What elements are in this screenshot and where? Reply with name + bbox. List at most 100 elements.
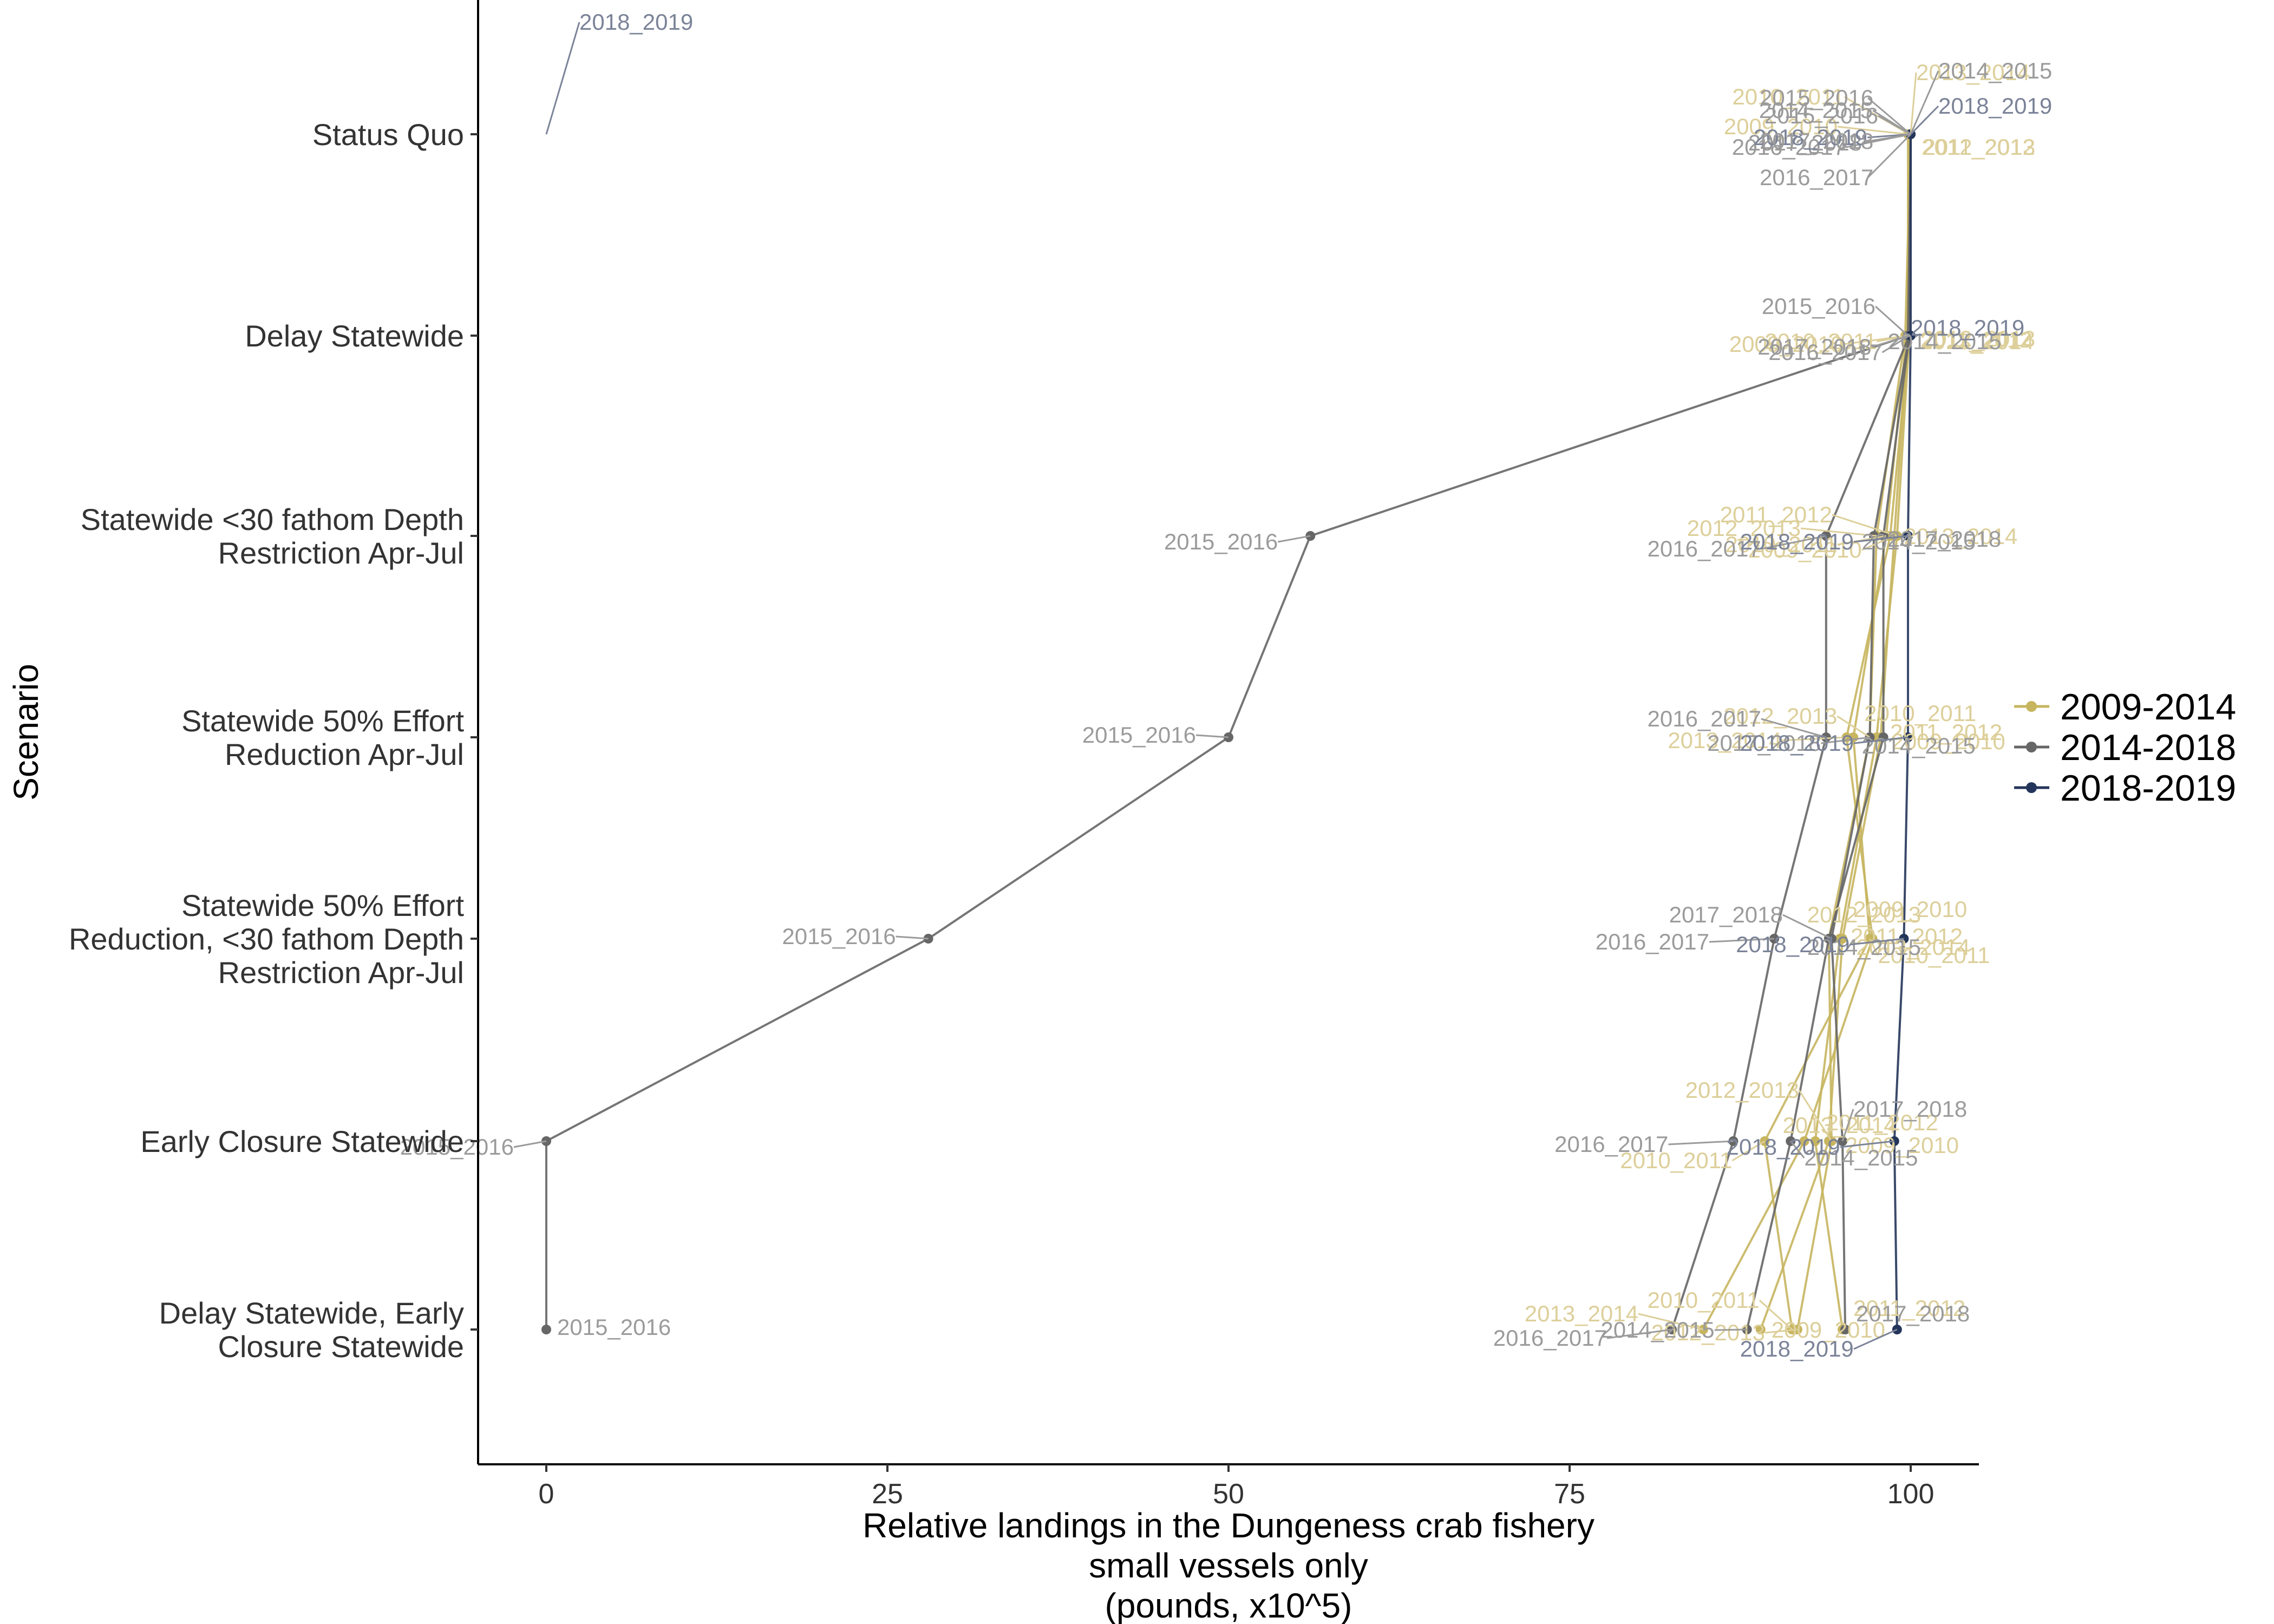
extra-point-label-0: 2018_2019 — [579, 9, 693, 35]
label-leader-2012_2013-5 — [1798, 1090, 1833, 1142]
label-leader-2018_2019-6 — [1853, 1328, 1898, 1350]
legend-key-point-2 — [2026, 782, 2037, 793]
extra-label-leader-0 — [545, 22, 580, 135]
point-label-2011_2012-1: 2011_2012 — [1920, 327, 2032, 352]
label-leader-2017_2018-1 — [1871, 335, 1910, 348]
label-leader-2018_2019-5 — [1840, 1140, 1894, 1148]
label-leader-2010_2011-6 — [1759, 1299, 1793, 1331]
data-point-2018_2019-1 — [1906, 331, 1916, 340]
label-leader-2015_2016-2 — [1277, 535, 1311, 543]
label-leader-2017_2018-5 — [1841, 1109, 1854, 1142]
point-label-2015_2016-5: 2015_2016 — [400, 1134, 514, 1160]
label-leader-2016_2017-5 — [1668, 1140, 1734, 1145]
label-leader-2012_2013-6 — [1765, 1328, 1798, 1334]
label-leader-2009_2010-0 — [1837, 126, 1909, 135]
legend-key-point-0 — [2026, 701, 2037, 712]
x-axis-title-line-0: Relative landings in the Dungeness crab … — [862, 1506, 1595, 1545]
point-label-2017_2018-5: 2017_2018 — [1853, 1096, 1967, 1122]
point-label-2012_2013-1: 2012_2013 — [1922, 326, 2035, 351]
point-label-2013_2014-0: 2013_2014 — [1916, 60, 2030, 85]
point-label-2018_2019-1: 2018_2019 — [1911, 315, 2024, 340]
y-tick-label-0-0: Status Quo — [312, 117, 464, 152]
label-leader-2016_2017-1 — [1881, 335, 1910, 353]
y-tick-label-2-0: Statewide <30 fathom Depth — [81, 502, 464, 536]
point-label-2013_2014-3: 2013_2014 — [1668, 728, 1781, 753]
point-label-2014_2015-5: 2014_2015 — [1804, 1145, 1918, 1170]
y-tick-label-4-2: Restriction Apr-Jul — [218, 955, 464, 990]
x-tick-label-3: 75 — [1554, 1478, 1585, 1510]
data-point-2013_2014-5 — [1799, 1136, 1809, 1146]
point-label-2010_2011-5: 2010_2011 — [1620, 1148, 1732, 1173]
point-label-2011_2012-6: 2011_2012 — [1853, 1295, 1965, 1321]
legend-key-point-1 — [2026, 742, 2037, 752]
label-leader-2016_2017-4 — [1709, 938, 1775, 943]
y-tick-label-6-1: Closure Statewide — [218, 1330, 464, 1364]
data-point-2015_2016-6 — [541, 1325, 551, 1334]
point-label-2014_2015-3: 2014_2015 — [1862, 733, 1976, 758]
label-leader-2012_2013-3 — [1837, 715, 1871, 738]
point-label-2014_2015-2: 2014_2015 — [1862, 529, 1976, 554]
x-tick-label-1: 25 — [872, 1478, 903, 1510]
label-leader-2010_2011-5 — [1731, 1140, 1766, 1162]
point-label-2014_2015-1: 2014_2015 — [1887, 329, 2001, 354]
data-point-2011_2012-4 — [1834, 934, 1845, 944]
point-label-2012_2013-6: 2012_2013 — [1651, 1320, 1765, 1345]
y-axis-title: Scenario — [6, 664, 45, 801]
point-label-2012_2013-5: 2012_2013 — [1685, 1077, 1799, 1103]
label-leader-2015_2016-1 — [1874, 305, 1909, 337]
point-label-2018_2019-3: 2018_2019 — [1740, 730, 1854, 756]
data-point-2017_2018-6 — [1840, 1325, 1851, 1334]
legend-label-0: 2009-2014 — [2060, 686, 2236, 728]
point-label-2016_2017-6: 2016_2017 — [1493, 1325, 1607, 1351]
extra-label-leader-2 — [1910, 105, 1939, 135]
point-label-2015_2016-1: 2015_2016 — [1762, 293, 1876, 319]
y-tick-label-1-0: Delay Statewide — [245, 319, 464, 353]
point-label-2017_2018-0: 2017_2018 — [1748, 130, 1862, 155]
label-leader-2017_2018-3 — [1821, 736, 1870, 744]
point-label-2015_2016-2: 2015_2016 — [1164, 529, 1278, 554]
label-leader-2017_2018-4 — [1782, 914, 1832, 940]
point-label-2016_2017-5: 2016_2017 — [1554, 1131, 1668, 1157]
label-leader-2016_2017-3 — [1761, 718, 1827, 738]
point-label-2012_2013-0: 2012_2013 — [1922, 134, 2035, 160]
y-tick-label-5-0: Early Closure Statewide — [140, 1124, 464, 1158]
point-label-2017_2018-1: 2017_2018 — [1757, 334, 1871, 359]
point-label-2017_2018-4: 2017_2018 — [1669, 902, 1783, 927]
point-label-2018_2019-2: 2018_2019 — [1740, 529, 1854, 554]
label-leader-2012_2013-2 — [1800, 527, 1877, 537]
y-tick-label-4-1: Reduction, <30 fathom Depth — [69, 922, 464, 956]
point-label-2018_2019-6: 2018_2019 — [1740, 1336, 1854, 1361]
label-leader-2018_2019-2 — [1853, 535, 1909, 543]
point-label-2016_2017-1: 2016_2017 — [1768, 339, 1882, 365]
legend-label-2: 2018-2019 — [2060, 768, 2236, 809]
point-label-2017_2018-6: 2017_2018 — [1856, 1301, 1970, 1326]
point-label-2017_2018-3: 2017_2018 — [1707, 730, 1821, 756]
y-tick-label-3-0: Statewide 50% Effort — [181, 704, 464, 738]
point-label-2010_2011-3: 2010_2011 — [1864, 700, 1976, 726]
point-label-2013_2014-5: 2013_2014 — [1782, 1112, 1896, 1138]
label-leader-2010_2011-1 — [1877, 335, 1907, 343]
label-leader-2013_2014-6 — [1638, 1313, 1704, 1331]
point-label-2013_2014-4: 2013_2014 — [1856, 934, 1970, 960]
point-label-2014_2015-0: 2014_2015 — [1759, 97, 1873, 123]
axes: Status Quo Delay Statewide Statewide <30 f… — [6, 0, 1979, 1624]
x-tick-label-4: 100 — [1887, 1478, 1935, 1510]
label-leader-2013_2014-0 — [1910, 72, 1917, 135]
point-label-2011_2012-3: 2011_2012 — [1890, 719, 2002, 745]
point-label-2012_2013-4: 2012_2013 — [1807, 902, 1921, 927]
point-label-2011_2012-5: 2011_2012 — [1826, 1110, 1938, 1135]
point-label-2009_2010-2: 2009_2010 — [1748, 537, 1862, 562]
label-leader-2016_2017-6 — [1606, 1328, 1672, 1339]
point-label-2010_2011-1: 2010_2011 — [1765, 329, 1877, 354]
extra-label-leader-5 — [1867, 133, 1912, 179]
y-tick-label-3-1: Reduction Apr-Jul — [225, 737, 464, 771]
point-label-2011_2012-4: 2011_2012 — [1851, 924, 1963, 949]
point-label-2009_2010-4: 2009_2010 — [1853, 896, 1967, 922]
point-labels: 2009_2010 2009_2010 2009_2010 2009_2010 2009… — [400, 9, 2052, 1361]
point-label-2013_2014-2: 2013_2014 — [1904, 523, 2017, 549]
x-axis-title-line-1: small vessels only — [1089, 1546, 1368, 1585]
point-label-2012_2013-2: 2012_2013 — [1687, 515, 1801, 541]
y-tick-label-6-0: Delay Statewide, Early — [159, 1296, 464, 1330]
